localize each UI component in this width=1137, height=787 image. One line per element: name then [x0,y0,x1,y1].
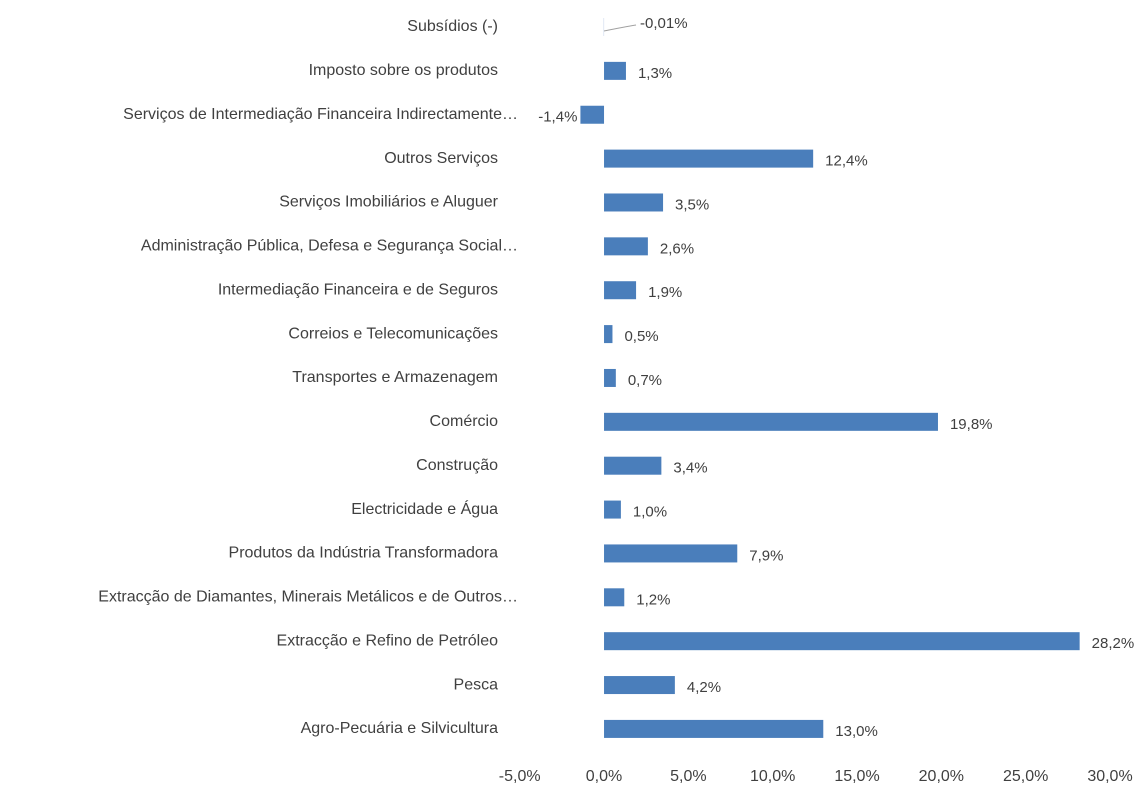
category-label: Serviços de Intermediação Financeira Ind… [123,106,518,123]
x-tick-label: 0,0% [586,768,622,785]
bar [604,237,648,256]
bar [604,676,675,695]
bar [604,325,613,344]
bar [604,456,662,475]
category-label: Extracção de Diamantes, Minerais Metálic… [98,589,518,606]
data-label: 0,5% [624,328,658,345]
data-label: 4,2% [687,679,721,696]
bar [604,281,637,300]
data-label: 3,4% [673,460,707,477]
bar [580,105,605,124]
data-label: -0,01% [640,15,688,32]
category-label: Intermediação Financeira e de Seguros [218,281,498,298]
category-label: Electricidade e Água [351,499,498,518]
category-label: Serviços Imobiliários e Aluguer [279,194,498,211]
category-label: Pesca [454,676,499,693]
category-label: Imposto sobre os produtos [309,62,498,79]
category-label: Comércio [430,413,499,430]
data-label: 12,4% [825,153,868,170]
x-tick-label: 20,0% [919,768,964,785]
bar [604,544,738,563]
bar [604,719,824,738]
category-label: Administração Pública, Defesa e Seguranç… [141,238,518,255]
bar [604,193,664,212]
category-label: Agro-Pecuária e Silvicultura [301,720,499,737]
data-label: 1,3% [638,65,672,82]
leader-line [603,24,637,32]
x-tick-label: -5,0% [499,768,541,785]
category-label: Subsídios (-) [407,18,498,35]
data-label: 0,7% [628,372,662,389]
bar [604,632,1080,651]
category-label: Correios e Telecomunicações [288,325,498,342]
x-tick-label: 15,0% [834,768,879,785]
data-label: 19,8% [950,416,993,433]
data-label: 2,6% [660,240,694,257]
data-label: -1,4% [538,109,577,126]
x-tick-label: 5,0% [670,768,706,785]
bar [604,500,621,519]
bar [604,588,625,607]
data-label: 1,0% [633,504,667,521]
bar [604,368,616,387]
x-tick-label: 10,0% [750,768,795,785]
category-label: Construção [416,457,498,474]
category-label: Extracção e Refino de Petróleo [277,632,499,649]
bar [604,61,626,80]
category-label: Produtos da Indústria Transformadora [229,545,499,562]
bar [604,149,814,168]
data-label: 1,2% [636,591,670,608]
data-label: 1,9% [648,284,682,301]
data-label: 13,0% [835,723,878,740]
data-label: 3,5% [675,196,709,213]
data-label: 7,9% [749,547,783,564]
category-label: Transportes e Armazenagem [292,369,498,386]
category-label: Outros Serviços [384,150,498,167]
x-tick-label: 25,0% [1003,768,1048,785]
x-tick-label: 30,0% [1087,768,1132,785]
bar [604,412,938,431]
data-label: 28,2% [1092,635,1135,652]
